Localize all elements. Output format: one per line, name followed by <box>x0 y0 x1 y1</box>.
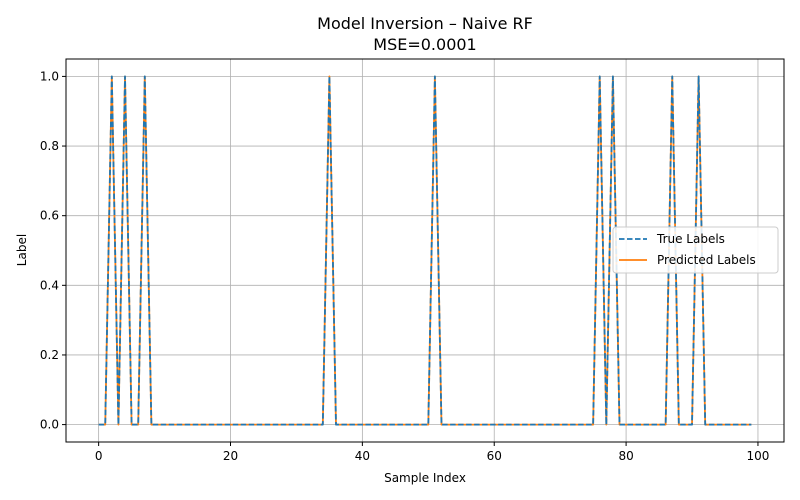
chart-title: Model Inversion – Naive RF <box>317 14 533 33</box>
y-tick-label: 0.0 <box>40 418 59 432</box>
plot-frame <box>65 58 785 443</box>
x-tick-label: 20 <box>223 449 238 463</box>
chart-subtitle: MSE=0.0001 <box>373 35 476 54</box>
x-tick-label: 0 <box>95 449 103 463</box>
legend: True Labels Predicted Labels <box>612 226 779 274</box>
y-tick-label: 0.4 <box>40 278 59 292</box>
y-tick-label: 0.2 <box>40 348 59 362</box>
x-tick-label: 80 <box>618 449 633 463</box>
y-tick-label: 0.6 <box>40 209 59 223</box>
x-axis-ticks: 0 20 40 60 80 100 <box>95 442 770 463</box>
y-tick-label: 1.0 <box>40 69 59 83</box>
y-tick-label: 0.8 <box>40 139 59 153</box>
x-tick-label: 60 <box>487 449 502 463</box>
y-axis-ticks: 0.0 0.2 0.4 0.6 0.8 1.0 <box>40 69 66 432</box>
series-layer <box>98 75 752 426</box>
y-axis-label: Label <box>15 234 29 266</box>
x-tick-label: 100 <box>747 449 770 463</box>
x-axis-label: Sample Index <box>384 471 466 485</box>
series-line-true-labels <box>98 75 752 426</box>
legend-label-predicted-labels: Predicted Labels <box>657 253 756 267</box>
legend-box <box>612 226 779 274</box>
legend-label-true-labels: True Labels <box>656 232 725 246</box>
x-tick-label: 40 <box>355 449 370 463</box>
